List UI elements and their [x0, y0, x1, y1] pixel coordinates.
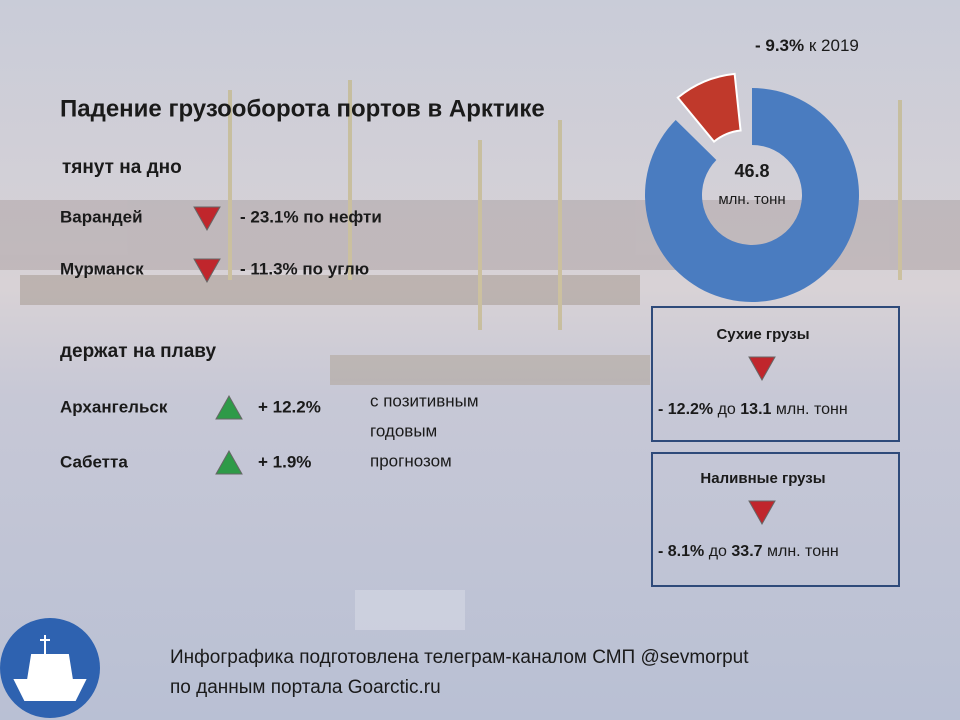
footer-line: по данным портала Goarctic.ru	[170, 677, 441, 698]
box-frame	[651, 452, 900, 587]
trend-icon	[215, 394, 243, 420]
trend-icon	[748, 500, 776, 526]
box-frame	[651, 306, 900, 442]
donut-remainder	[645, 88, 859, 302]
donut-unit: млн. тонн	[718, 191, 785, 208]
side-note: с позитивным	[370, 391, 479, 410]
box-connector: до	[718, 401, 736, 418]
box-detail: - 12.2% до 13.1 млн. тонн	[658, 401, 848, 418]
trend-icon	[193, 206, 221, 232]
side-note: прогнозом	[370, 451, 452, 470]
box-detail: - 8.1% до 33.7 млн. тонн	[658, 543, 839, 560]
box-title: Сухие грузы	[716, 326, 809, 343]
box-change: - 8.1%	[658, 543, 704, 560]
port-change: + 12.2%	[258, 397, 321, 416]
donut-total: 46.8	[734, 161, 769, 181]
title: Падение грузооборота портов в Арктике	[60, 95, 545, 122]
slice-label: - 9.3%	[755, 36, 804, 55]
trend-icon	[748, 356, 776, 382]
port-change: - 11.3% по углю	[240, 259, 369, 278]
box-unit: млн. тонн	[767, 543, 839, 560]
slice-note: к 2019	[809, 36, 859, 55]
group-heading: держат на плаву	[60, 341, 216, 362]
donut-slice	[676, 72, 742, 144]
box-unit: млн. тонн	[776, 401, 848, 418]
trend-icon	[215, 449, 243, 475]
port-change: + 1.9%	[258, 452, 311, 471]
group-heading: тянут на дно	[62, 157, 182, 178]
footer-line: Инфографика подготовлена телеграм-канало…	[170, 647, 749, 668]
box-volume: 33.7	[731, 543, 762, 560]
port-change: - 23.1% по нефти	[240, 207, 382, 226]
box-title: Наливные грузы	[700, 470, 825, 487]
donut-label: - 9.3% к 2019	[755, 36, 859, 55]
side-note: годовым	[370, 421, 437, 440]
box-change: - 12.2%	[658, 401, 713, 418]
port-name: Сабетта	[60, 452, 128, 471]
port-name: Мурманск	[60, 259, 144, 278]
box-connector: до	[709, 543, 727, 560]
port-name: Архангельск	[60, 397, 168, 416]
box-volume: 13.1	[740, 401, 771, 418]
logo-icebreaker	[13, 635, 87, 701]
trend-icon	[193, 258, 221, 284]
port-name: Варандей	[60, 207, 143, 226]
